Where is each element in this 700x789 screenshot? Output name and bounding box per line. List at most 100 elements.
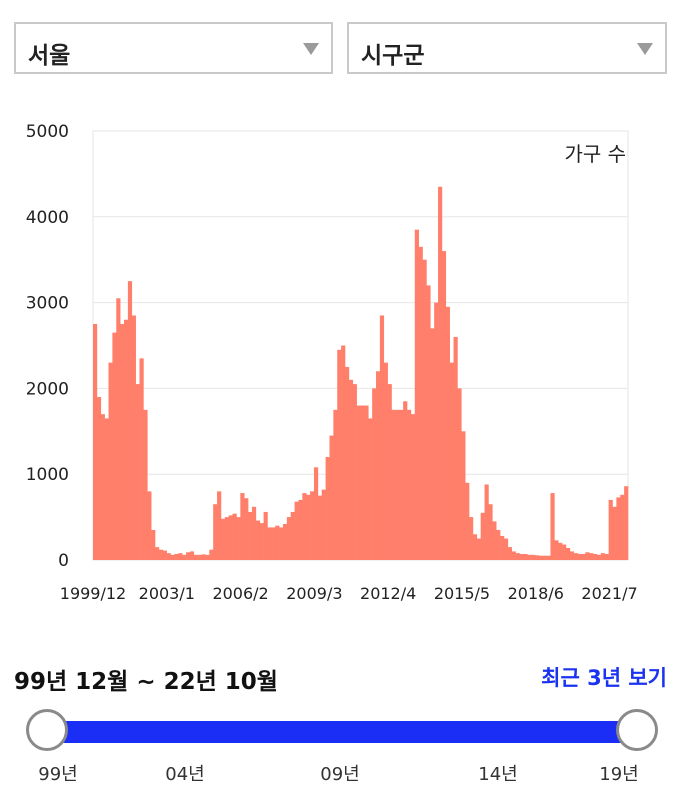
chevron-down-icon <box>637 43 653 55</box>
slider-tick-label: 14년 <box>478 764 518 785</box>
chart-bar <box>220 518 226 560</box>
chart-bar <box>461 431 466 560</box>
chart-bar <box>341 345 346 560</box>
chart-bar <box>484 484 489 560</box>
chart-bar <box>399 409 404 560</box>
chart-bar <box>558 542 563 560</box>
chart-bar <box>263 511 268 560</box>
chart-bar <box>573 553 578 560</box>
chart-bar <box>271 527 276 560</box>
chart-bar <box>496 529 501 560</box>
chart-bar <box>298 499 303 560</box>
chart-bar <box>395 409 400 560</box>
chart-bar <box>182 554 187 560</box>
legend-label: 가구 수 <box>564 142 626 166</box>
chart-bar <box>282 523 288 560</box>
chart-bar <box>457 388 462 560</box>
slider-tick-label: 09년 <box>320 764 360 785</box>
chart-bar <box>127 281 133 560</box>
chart-bar <box>302 493 307 560</box>
chart-bar <box>550 493 555 560</box>
chevron-down-icon <box>303 43 319 55</box>
chart-bar <box>472 534 478 560</box>
chart-bar <box>604 553 609 560</box>
chart-bar <box>170 554 175 560</box>
chart-bar <box>581 553 586 560</box>
chart-bar <box>224 517 229 560</box>
chart-bar <box>379 315 385 560</box>
chart-bar <box>240 493 245 560</box>
region-select[interactable]: 서울 <box>14 22 333 74</box>
x-tick-label: 2021/7 <box>581 584 637 603</box>
chart-bar <box>515 553 520 560</box>
chart-bar <box>104 418 109 560</box>
chart-bar <box>112 332 117 560</box>
chart-bar <box>383 362 388 560</box>
chart-bar <box>554 540 559 560</box>
region-select-value: 서울 <box>28 43 71 69</box>
y-tick-label: 3000 <box>26 294 69 314</box>
chart-bar <box>372 388 377 560</box>
chart-bar <box>100 414 105 560</box>
recent-3-years-link[interactable]: 최근 3년 보기 <box>541 666 667 690</box>
chart-bar <box>186 552 191 560</box>
chart-bar <box>162 550 167 560</box>
chart-bar <box>344 366 350 560</box>
chart-bar <box>453 336 458 560</box>
chart-bar <box>368 418 373 560</box>
x-tick-label: 2003/1 <box>139 584 195 603</box>
chart-bar <box>201 554 206 560</box>
chart-bar <box>337 349 342 560</box>
range-end-handle[interactable] <box>616 709 658 751</box>
chart-bar <box>422 259 427 560</box>
chart-bar <box>193 554 198 560</box>
chart-bar <box>465 482 470 560</box>
x-tick-label: 2006/2 <box>212 584 268 603</box>
chart-bar <box>325 457 330 560</box>
chart-bar <box>410 414 416 560</box>
range-slider-track[interactable] <box>47 721 638 743</box>
range-start-handle[interactable] <box>26 709 68 751</box>
chart-bar <box>313 467 319 560</box>
chart-bar <box>329 435 334 560</box>
chart-bar <box>360 405 365 560</box>
chart-bar <box>147 491 152 560</box>
chart-bar <box>612 506 617 560</box>
chart-bar <box>151 529 156 560</box>
chart-bar <box>387 384 392 560</box>
chart-bar <box>585 552 590 560</box>
chart-bar <box>217 491 222 560</box>
chart-bar <box>503 538 509 560</box>
chart-bar <box>531 554 536 560</box>
chart-bar <box>403 401 408 560</box>
chart-bar <box>434 302 439 560</box>
chart-bar <box>108 362 113 560</box>
y-tick-label: 1000 <box>26 465 69 485</box>
chart-bar <box>321 489 326 560</box>
chart-bar <box>158 549 164 560</box>
chart-bar <box>174 553 179 560</box>
chart-bar <box>600 553 606 560</box>
chart-bar <box>205 554 210 560</box>
chart-bar <box>228 515 233 560</box>
chart-bar <box>426 285 431 560</box>
chart-bar <box>135 384 140 560</box>
district-select[interactable]: 시구군 <box>347 22 667 74</box>
chart-bar <box>546 555 551 560</box>
chart-bar <box>565 547 571 560</box>
chart-bar <box>356 405 361 560</box>
chart-bar <box>418 246 423 560</box>
chart-bar <box>189 551 195 560</box>
chart-bar <box>259 523 264 560</box>
chart-bar <box>317 495 323 560</box>
chart-bar <box>445 306 450 560</box>
chart-bar <box>438 186 443 560</box>
chart-bar <box>279 527 284 560</box>
slider-tick-label: 99년 <box>38 764 78 785</box>
chart-bar <box>593 553 598 560</box>
chart-bar <box>542 555 547 560</box>
x-tick-label: 2018/6 <box>508 584 564 603</box>
chart-bar <box>251 506 257 560</box>
chart-bar <box>244 498 249 560</box>
chart-bar <box>364 405 369 560</box>
